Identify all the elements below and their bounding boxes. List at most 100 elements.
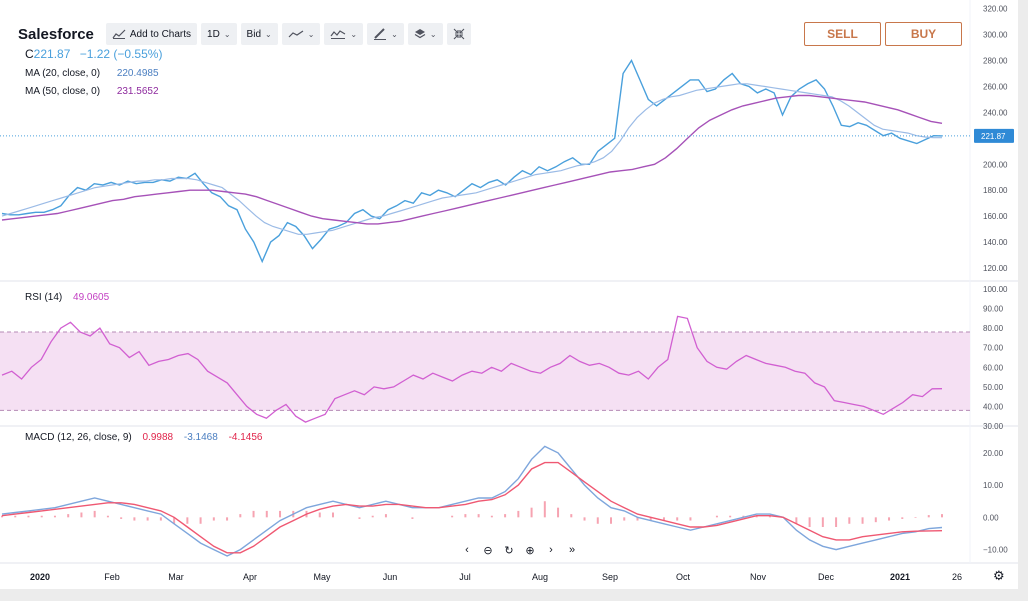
macd-signal-line — [1, 461, 943, 554]
add-to-charts-label: Add to Charts — [129, 28, 192, 40]
chart-type-dropdown[interactable]: ⌄ — [281, 23, 321, 45]
rsi-tick-label: 80.00 — [983, 324, 1004, 333]
indicators-dropdown[interactable]: ⌄ — [324, 23, 364, 45]
time-axis-label: Feb — [104, 572, 120, 582]
macd-tick-label: −10.00 — [983, 546, 1008, 555]
price-source-dropdown[interactable]: Bid ⌄ — [240, 23, 278, 45]
price-legend: C221.87 −1.22 (−0.55%) — [25, 47, 162, 61]
chart-navigation: ‹ ⊖ ↻ ⊕ › » — [460, 544, 579, 557]
rsi-value: 49.0605 — [73, 292, 110, 303]
macd-hist-value: 0.9988 — [142, 432, 174, 443]
window-edge-right — [1018, 0, 1028, 601]
ma50-line — [1, 94, 943, 225]
window-edge-bottom — [0, 589, 1028, 601]
price-tick-label: 140.00 — [983, 238, 1008, 247]
ma20-value: 220.4985 — [116, 68, 159, 79]
price-tick-label: 300.00 — [983, 31, 1008, 40]
layers-dropdown[interactable]: ⌄ — [407, 23, 443, 45]
rsi-tick-label: 90.00 — [983, 305, 1004, 314]
time-axis-label: Dec — [818, 572, 835, 582]
chevron-down-icon: ⌄ — [429, 29, 437, 39]
price-tick-label: 240.00 — [983, 108, 1008, 117]
buy-button[interactable]: BUY — [885, 22, 962, 46]
macd-signal-value: -4.1456 — [228, 432, 263, 443]
symbol-title: Salesforce — [18, 25, 94, 43]
rsi-tick-label: 60.00 — [983, 363, 1004, 372]
ma20-legend: MA (20, close, 0) 220.4985 — [25, 68, 159, 79]
rsi-tick-label: 100.00 — [983, 285, 1008, 294]
area-chart-icon — [112, 29, 126, 39]
macd-label: MACD (12, 26, close, 9) — [25, 432, 132, 443]
chevron-right-icon[interactable]: › — [549, 544, 553, 556]
zoom-in-icon[interactable]: ⊕ — [525, 545, 535, 557]
chevron-left-icon[interactable]: ‹ — [465, 544, 469, 556]
macd-tick-label: 10.00 — [983, 481, 1004, 490]
price-source-label: Bid — [246, 28, 261, 40]
ma50-legend: MA (50, close, 0) 231.5652 — [25, 86, 159, 97]
time-axis-label: Mar — [168, 572, 184, 582]
price-tick-label: 180.00 — [983, 186, 1008, 195]
ma20-label: MA (20, close, 0) — [25, 68, 101, 79]
close-value: 221.87 — [33, 47, 71, 61]
chevron-down-icon: ⌄ — [307, 29, 315, 39]
close-prefix: C — [25, 47, 34, 61]
macd-tick-label: 20.00 — [983, 449, 1004, 458]
time-axis-label: 26 — [952, 572, 962, 582]
macd-line — [1, 445, 943, 557]
price-tick-label: 120.00 — [983, 264, 1008, 273]
time-axis-label: Jul — [459, 572, 471, 582]
chevron-down-icon: ⌄ — [350, 29, 358, 39]
collapse-icon — [453, 28, 464, 40]
last-price-tag — [974, 128, 1014, 143]
price-line — [1, 59, 943, 264]
rsi-tick-label: 30.00 — [983, 422, 1004, 431]
layers-icon — [414, 29, 426, 39]
time-axis-label: Jun — [383, 572, 398, 582]
time-axis-label: Apr — [243, 572, 257, 582]
last-price-tag-label: 221.87 — [981, 132, 1006, 141]
macd-tick-label: 0.00 — [983, 513, 999, 522]
time-axis-label: Nov — [750, 572, 767, 582]
price-tick-label: 160.00 — [983, 212, 1008, 221]
time-axis-label: Sep — [602, 572, 618, 582]
interval-dropdown[interactable]: 1D ⌄ — [201, 23, 237, 45]
chevron-down-icon: ⌄ — [391, 29, 398, 39]
gear-icon[interactable]: ⚙ — [993, 568, 1005, 583]
drawing-tools-dropdown[interactable]: ⌄ — [367, 23, 404, 45]
ma50-value: 231.5652 — [116, 86, 159, 97]
macd-legend: MACD (12, 26, close, 9) 0.9988 -3.1468 -… — [25, 432, 263, 443]
rsi-tick-label: 70.00 — [983, 344, 1004, 353]
sell-button[interactable]: SELL — [804, 22, 881, 46]
price-tick-label: 200.00 — [983, 160, 1008, 169]
pencil-icon — [374, 28, 387, 40]
jump-to-end-icon[interactable]: » — [568, 544, 576, 556]
chevron-down-icon: ⌄ — [223, 29, 231, 39]
rsi-legend: RSI (14) 49.0605 — [25, 292, 109, 303]
add-to-charts-button[interactable]: Add to Charts — [105, 23, 198, 45]
time-axis-label: May — [313, 572, 331, 582]
ma50-label: MA (50, close, 0) — [25, 86, 101, 97]
macd-line-value: -3.1468 — [183, 432, 218, 443]
price-tick-label: 260.00 — [983, 82, 1008, 91]
time-axis-label: 2021 — [890, 572, 910, 582]
chevron-down-icon: ⌄ — [265, 29, 272, 39]
time-axis-label: Oct — [676, 572, 691, 582]
interval-label: 1D — [207, 28, 220, 40]
price-tick-label: 280.00 — [983, 56, 1008, 65]
change-value: −1.22 (−0.55%) — [79, 47, 163, 61]
zoom-out-icon[interactable]: ⊖ — [483, 545, 493, 557]
price-tick-label: 320.00 — [983, 5, 1008, 14]
toolbar: Salesforce Add to Charts 1D ⌄ Bid ⌄ ⌄ ⌄ … — [8, 22, 475, 46]
rsi-label: RSI (14) — [25, 292, 63, 303]
ma20-line — [1, 83, 942, 235]
indicators-icon — [330, 30, 346, 39]
rsi-tick-label: 50.00 — [983, 383, 1004, 392]
line-chart-icon — [288, 30, 304, 38]
collapse-button[interactable] — [446, 23, 471, 45]
rsi-line — [1, 315, 943, 423]
time-axis-label: Aug — [532, 572, 548, 582]
reset-icon[interactable]: ↻ — [504, 545, 514, 557]
rsi-tick-label: 40.00 — [983, 402, 1004, 411]
